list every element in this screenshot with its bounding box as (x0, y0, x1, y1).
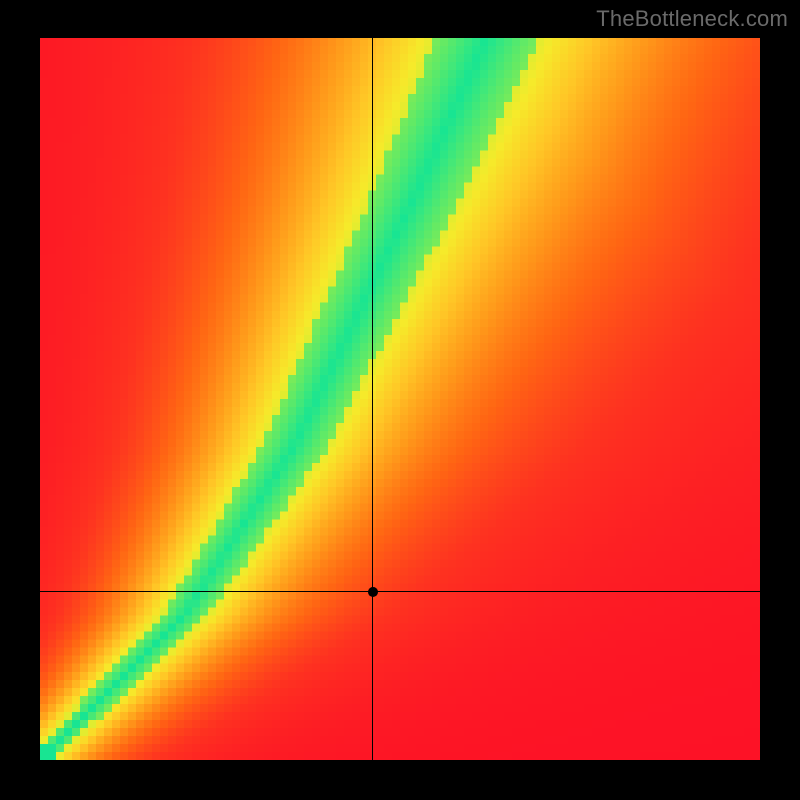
bottleneck-heatmap (40, 38, 760, 760)
chart-container: TheBottleneck.com (0, 0, 800, 800)
watermark-text: TheBottleneck.com (596, 6, 788, 32)
crosshair-horizontal (40, 591, 760, 592)
crosshair-marker (367, 586, 379, 598)
crosshair-vertical (372, 38, 373, 760)
